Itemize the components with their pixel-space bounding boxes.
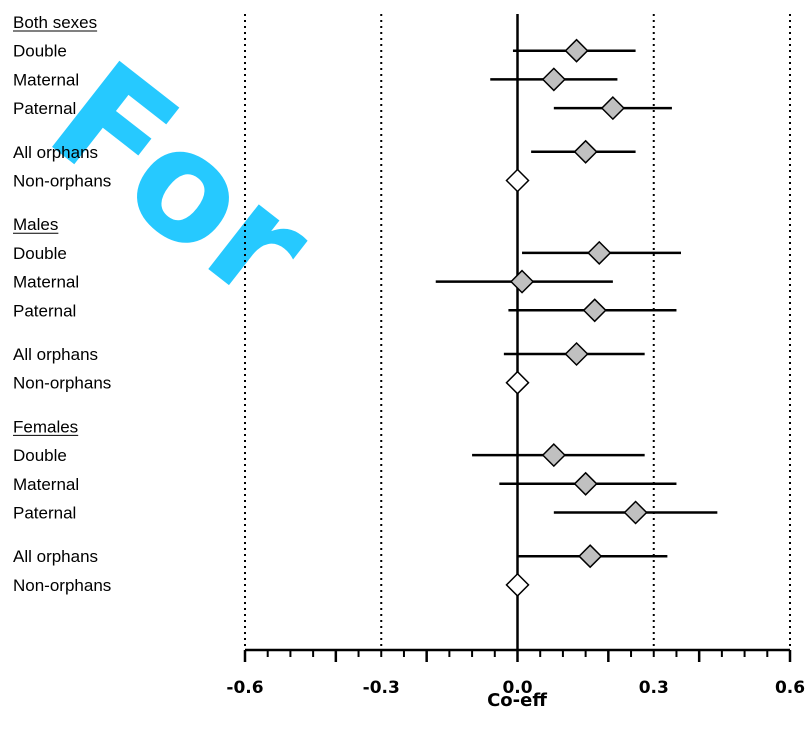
row-label: Non-orphans (13, 576, 111, 595)
row-label: Double (13, 446, 67, 465)
data-rows: Both sexes Double Maternal Paternal All orph… (13, 13, 718, 597)
estimate-marker (564, 341, 589, 367)
row-label: All orphans (13, 143, 98, 162)
row-label: Paternal (13, 301, 76, 320)
x-axis-title: Co-eff (487, 690, 547, 711)
reference-gridlines (244, 14, 791, 650)
x-tick-label: -0.3 (363, 678, 400, 698)
estimate-marker (509, 269, 535, 294)
row-label: Non-orphans (13, 172, 111, 191)
group-header: Females (13, 417, 78, 436)
reference-marker (505, 572, 530, 597)
group-header: Both sexes (13, 13, 97, 32)
x-tick-label: 0.6 (775, 678, 805, 698)
x-tick-label: 0.3 (639, 678, 669, 698)
estimate-marker (573, 139, 598, 164)
row-label: All orphans (13, 345, 98, 364)
reference-marker (505, 168, 530, 193)
estimate-marker (541, 443, 566, 468)
estimate-marker (564, 38, 589, 63)
estimate-marker (623, 500, 648, 525)
estimate-marker (573, 471, 598, 496)
x-axis: -0.6 -0.3 0.0 0.3 0.6 (226, 648, 805, 698)
estimate-marker (578, 544, 603, 569)
row-label: Double (13, 42, 67, 61)
row-label: All orphans (13, 547, 98, 566)
row-label: Paternal (13, 504, 76, 523)
group-header: Males (13, 215, 58, 234)
row-label: Maternal (13, 70, 79, 89)
row-label: Non-orphans (13, 374, 111, 393)
row-label: Maternal (13, 475, 79, 494)
estimate-marker (582, 298, 607, 323)
x-tick-label: 0.0 (502, 678, 532, 698)
estimate-marker (587, 240, 612, 265)
row-label: Paternal (13, 99, 76, 118)
row-label: Maternal (13, 273, 79, 292)
estimate-marker (541, 67, 566, 92)
x-tick-label: -0.6 (226, 678, 263, 698)
reference-marker (505, 370, 530, 395)
row-label: Double (13, 244, 67, 263)
estimate-marker (600, 96, 625, 121)
